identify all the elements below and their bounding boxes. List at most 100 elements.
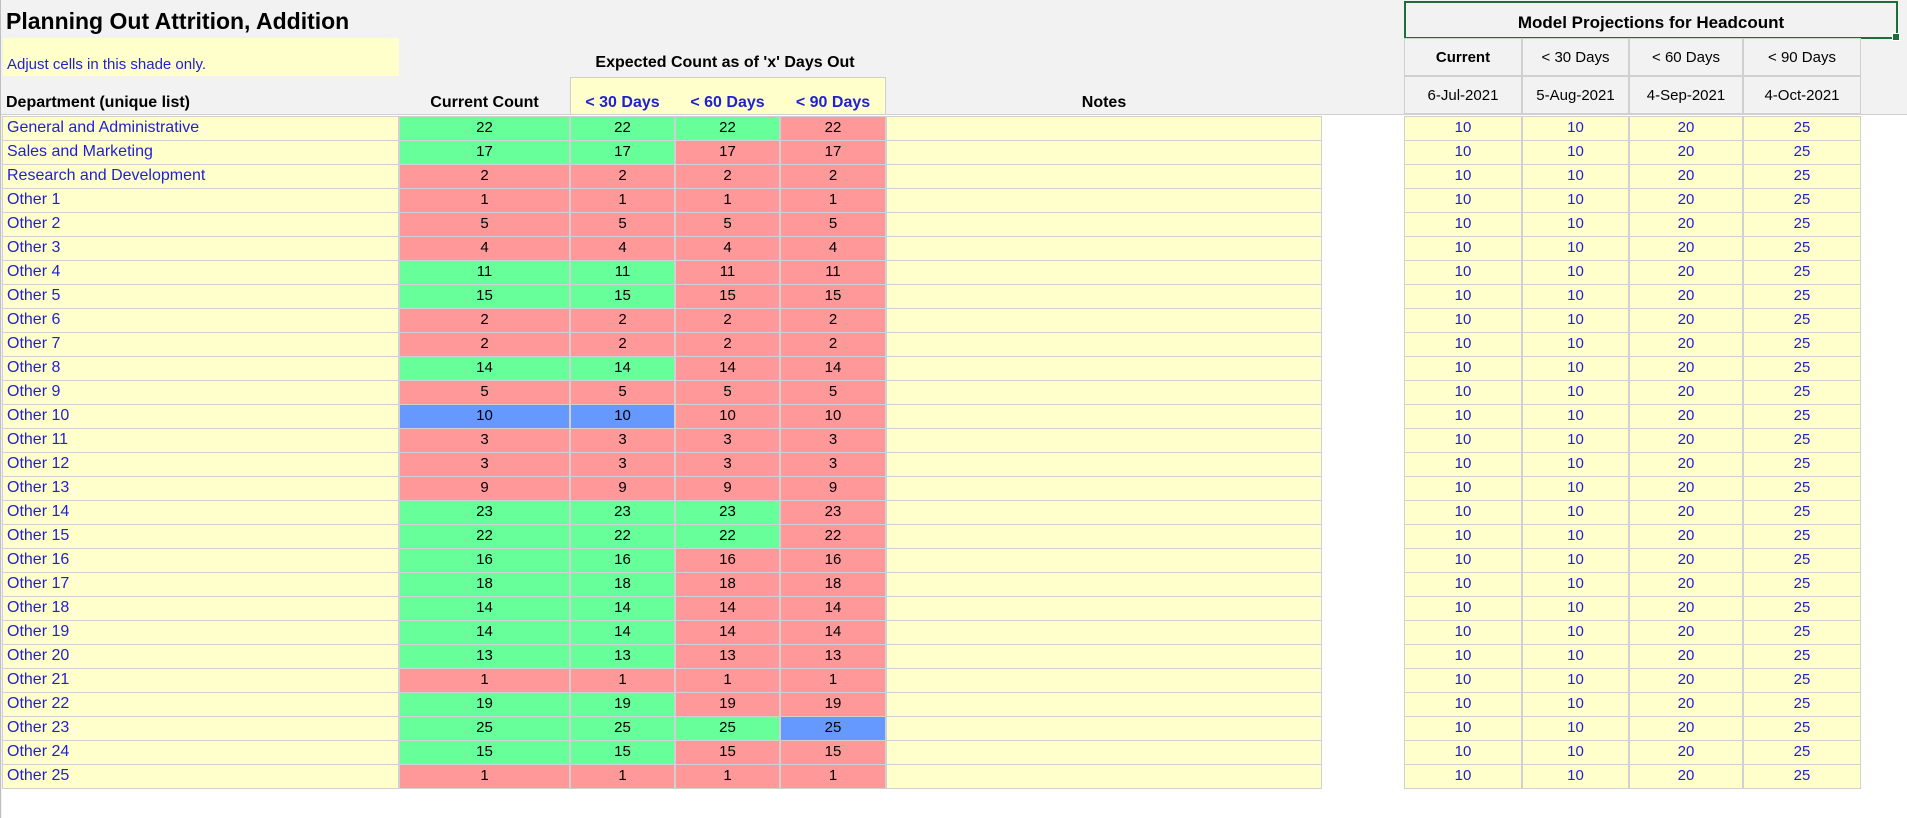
days-60-cell[interactable]: 9 (675, 476, 780, 501)
days-90-cell[interactable]: 22 (780, 116, 886, 141)
current-count-cell[interactable]: 16 (399, 548, 570, 573)
projection-cell[interactable]: 25 (1743, 524, 1861, 549)
projection-cell[interactable]: 25 (1743, 428, 1861, 453)
current-count-cell[interactable]: 15 (399, 284, 570, 309)
projection-cell[interactable]: 25 (1743, 692, 1861, 717)
days-90-cell[interactable]: 1 (780, 668, 886, 693)
current-count-cell[interactable]: 17 (399, 140, 570, 165)
current-count-cell[interactable]: 22 (399, 116, 570, 141)
notes-cell[interactable] (886, 572, 1322, 597)
days-60-cell[interactable]: 14 (675, 356, 780, 381)
current-count-cell[interactable]: 3 (399, 452, 570, 477)
projection-cell[interactable]: 10 (1404, 620, 1522, 645)
projection-cell[interactable]: 10 (1404, 188, 1522, 213)
days-90-cell[interactable]: 15 (780, 740, 886, 765)
days-60-cell[interactable]: 17 (675, 140, 780, 165)
projection-cell[interactable]: 20 (1629, 164, 1743, 189)
notes-cell[interactable] (886, 428, 1322, 453)
days-60-cell[interactable]: 13 (675, 644, 780, 669)
notes-cell[interactable] (886, 260, 1322, 285)
department-cell[interactable]: Other 8 (2, 356, 399, 381)
notes-cell[interactable] (886, 356, 1322, 381)
days-60-cell[interactable]: 16 (675, 548, 780, 573)
projection-cell[interactable]: 10 (1404, 140, 1522, 165)
current-count-cell[interactable]: 5 (399, 380, 570, 405)
projection-cell[interactable]: 25 (1743, 500, 1861, 525)
projection-cell[interactable]: 20 (1629, 500, 1743, 525)
projection-cell[interactable]: 25 (1743, 308, 1861, 333)
days-90-cell[interactable]: 2 (780, 332, 886, 357)
projection-cell[interactable]: 10 (1522, 572, 1629, 597)
projection-cell[interactable]: 25 (1743, 452, 1861, 477)
projection-cell[interactable]: 10 (1522, 740, 1629, 765)
projection-cell[interactable]: 10 (1404, 212, 1522, 237)
days-90-cell[interactable]: 15 (780, 284, 886, 309)
projection-cell[interactable]: 10 (1522, 356, 1629, 381)
notes-cell[interactable] (886, 116, 1322, 141)
notes-cell[interactable] (886, 212, 1322, 237)
projection-cell[interactable]: 20 (1629, 740, 1743, 765)
days-30-cell[interactable]: 16 (570, 548, 675, 573)
days-30-cell[interactable]: 15 (570, 740, 675, 765)
notes-cell[interactable] (886, 188, 1322, 213)
projection-cell[interactable]: 25 (1743, 476, 1861, 501)
notes-cell[interactable] (886, 164, 1322, 189)
projection-cell[interactable]: 20 (1629, 572, 1743, 597)
projection-cell[interactable]: 10 (1522, 476, 1629, 501)
days-30-cell[interactable]: 22 (570, 116, 675, 141)
projection-cell[interactable]: 10 (1522, 260, 1629, 285)
projection-cell[interactable]: 20 (1629, 284, 1743, 309)
notes-cell[interactable] (886, 620, 1322, 645)
notes-cell[interactable] (886, 476, 1322, 501)
notes-cell[interactable] (886, 332, 1322, 357)
days-90-cell[interactable]: 1 (780, 764, 886, 789)
days-30-cell[interactable]: 1 (570, 188, 675, 213)
days-60-cell[interactable]: 2 (675, 308, 780, 333)
department-cell[interactable]: Other 6 (2, 308, 399, 333)
days-60-cell[interactable]: 3 (675, 428, 780, 453)
department-cell[interactable]: Other 9 (2, 380, 399, 405)
projection-cell[interactable]: 25 (1743, 740, 1861, 765)
days-30-cell[interactable]: 5 (570, 212, 675, 237)
days-30-cell[interactable]: 14 (570, 356, 675, 381)
days-90-cell[interactable]: 10 (780, 404, 886, 429)
days-90-cell[interactable]: 5 (780, 380, 886, 405)
days-30-cell[interactable]: 2 (570, 308, 675, 333)
current-count-cell[interactable]: 22 (399, 524, 570, 549)
projection-cell[interactable]: 10 (1404, 116, 1522, 141)
days-30-cell[interactable]: 25 (570, 716, 675, 741)
department-cell[interactable]: Other 25 (2, 764, 399, 789)
projection-cell[interactable]: 25 (1743, 404, 1861, 429)
days-60-cell[interactable]: 10 (675, 404, 780, 429)
model-header-current[interactable]: Current (1404, 38, 1522, 76)
projection-cell[interactable]: 10 (1522, 764, 1629, 789)
days-60-cell[interactable]: 15 (675, 284, 780, 309)
projection-cell[interactable]: 10 (1522, 212, 1629, 237)
projection-cell[interactable]: 10 (1404, 356, 1522, 381)
current-count-cell[interactable]: 3 (399, 428, 570, 453)
days-30-cell[interactable]: 5 (570, 380, 675, 405)
projection-cell[interactable]: 20 (1629, 116, 1743, 141)
projection-cell[interactable]: 10 (1404, 260, 1522, 285)
days-30-cell[interactable]: 11 (570, 260, 675, 285)
projection-cell[interactable]: 20 (1629, 332, 1743, 357)
notes-cell[interactable] (886, 596, 1322, 621)
projection-cell[interactable]: 10 (1404, 332, 1522, 357)
projection-cell[interactable]: 10 (1404, 500, 1522, 525)
department-cell[interactable]: Other 2 (2, 212, 399, 237)
current-count-cell[interactable]: 25 (399, 716, 570, 741)
days-30-cell[interactable]: 2 (570, 164, 675, 189)
projection-cell[interactable]: 10 (1404, 284, 1522, 309)
days-30-cell[interactable]: 19 (570, 692, 675, 717)
department-cell[interactable]: Other 20 (2, 644, 399, 669)
days-30-cell[interactable]: 1 (570, 668, 675, 693)
projection-cell[interactable]: 10 (1522, 668, 1629, 693)
days-30-cell[interactable]: 3 (570, 428, 675, 453)
projection-cell[interactable]: 10 (1404, 548, 1522, 573)
days-90-cell[interactable]: 4 (780, 236, 886, 261)
current-count-cell[interactable]: 2 (399, 332, 570, 357)
department-cell[interactable]: Other 15 (2, 524, 399, 549)
days-60-cell[interactable]: 1 (675, 668, 780, 693)
projection-cell[interactable]: 10 (1404, 164, 1522, 189)
model-date-60[interactable]: 4-Sep-2021 (1629, 76, 1743, 114)
